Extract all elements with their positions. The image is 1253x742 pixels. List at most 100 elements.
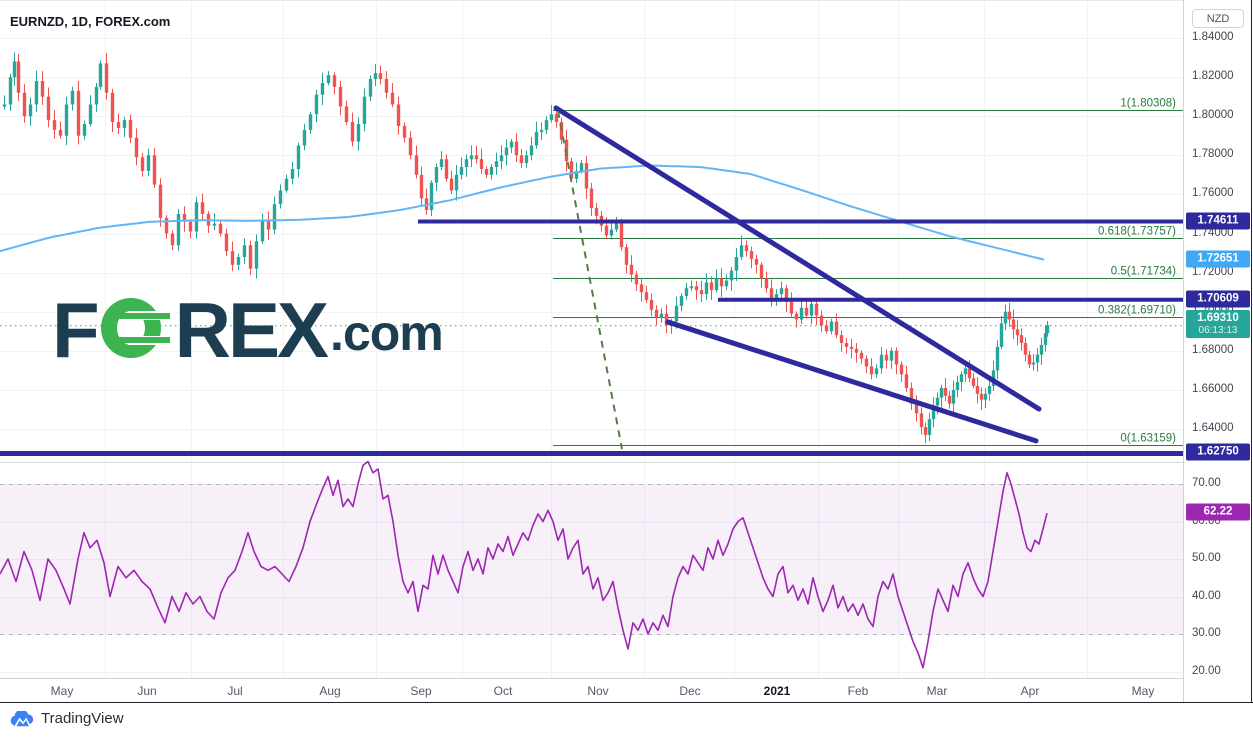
candle-body bbox=[619, 221, 624, 248]
candle-body bbox=[16, 61, 21, 93]
moving-average-price-plate[interactable]: 1.72651 bbox=[1186, 250, 1250, 268]
tradingview-attribution[interactable]: TradingView bbox=[10, 710, 124, 727]
time-axis-label: Dec bbox=[679, 684, 701, 698]
candle-body bbox=[947, 395, 952, 404]
candle-body bbox=[350, 122, 355, 142]
price-tick-label: 1.80000 bbox=[1192, 109, 1234, 122]
resistance-upper-price-plate[interactable]: 1.74611 bbox=[1186, 212, 1250, 230]
price-tick-label: 1.72000 bbox=[1192, 265, 1234, 278]
candle-body bbox=[332, 75, 337, 87]
candle-body bbox=[784, 288, 789, 302]
candle-body bbox=[284, 178, 289, 191]
descending-trendline[interactable] bbox=[665, 319, 1039, 444]
candle-body bbox=[963, 368, 968, 375]
candle-body bbox=[804, 307, 809, 316]
time-axis-label: Oct bbox=[493, 684, 513, 698]
candle-body bbox=[218, 223, 223, 234]
candle-body bbox=[40, 81, 45, 97]
candle-body bbox=[579, 163, 584, 171]
time-axis-label: Jun bbox=[137, 684, 157, 698]
price-axis[interactable]: NZD 1.84000 1.82000 1.80000 1.78000 1.76000 1… bbox=[1183, 0, 1253, 702]
candle-body bbox=[1015, 329, 1020, 336]
candle-body bbox=[684, 288, 689, 297]
candle-body bbox=[864, 358, 869, 367]
candle-body bbox=[849, 346, 854, 349]
candle-body bbox=[509, 141, 514, 148]
fib-level-label: 1(1.80308) bbox=[1120, 98, 1176, 110]
candle-body bbox=[52, 120, 57, 130]
rsi-line[interactable] bbox=[0, 460, 1048, 669]
candle-body bbox=[939, 387, 944, 398]
price-tick-label: 1.66000 bbox=[1192, 382, 1234, 395]
price-tick-label: 1.78000 bbox=[1192, 148, 1234, 161]
rsi-tick-label: 50.00 bbox=[1192, 552, 1221, 564]
time-axis-label: May bbox=[50, 684, 74, 698]
candle-body bbox=[589, 188, 594, 209]
candle-body bbox=[362, 96, 367, 125]
candle-body bbox=[64, 104, 69, 136]
candle-body bbox=[574, 170, 579, 179]
candle-body bbox=[378, 73, 383, 80]
candle-body bbox=[734, 256, 739, 271]
candle-body bbox=[110, 92, 115, 123]
trend-lines[interactable] bbox=[553, 105, 1042, 444]
candle-body bbox=[444, 159, 449, 179]
time-axis[interactable]: May Jun Jul Aug Sep Oct Nov Dec 2021 Feb Mar Apr May bbox=[0, 678, 1183, 703]
currency-badge[interactable]: NZD bbox=[1192, 9, 1244, 28]
chart-canvas[interactable]: 1(1.80308) 0.618(1.73757) 0.5(1.71734) 0.38… bbox=[0, 0, 1183, 679]
chart-frame-right-border bbox=[1251, 0, 1252, 703]
candle-body bbox=[609, 229, 614, 236]
dashed-projection-line[interactable] bbox=[557, 110, 623, 450]
candle-body bbox=[514, 141, 519, 156]
candle-body bbox=[1043, 333, 1048, 345]
candle-body bbox=[709, 282, 714, 291]
candle-body bbox=[499, 155, 504, 162]
candle-body bbox=[879, 354, 884, 369]
support-lower-price-plate[interactable]: 1.62750 bbox=[1186, 443, 1250, 461]
candle-body bbox=[356, 124, 361, 142]
candle-body bbox=[439, 159, 444, 168]
descending-trendline[interactable] bbox=[553, 105, 1042, 412]
candle-body bbox=[699, 290, 704, 295]
candle-body bbox=[844, 342, 849, 347]
candle-body bbox=[1045, 325, 1050, 334]
candle-body bbox=[326, 75, 331, 83]
symbol-title[interactable]: EURNZD, 1D, FOREX.com bbox=[10, 14, 171, 29]
countdown-timer: 06:13:13 bbox=[1198, 325, 1238, 337]
candle-body bbox=[789, 301, 794, 314]
time-axis-label: Mar bbox=[926, 684, 948, 698]
rsi-value-plate[interactable]: 62.22 bbox=[1186, 503, 1250, 521]
candle-body bbox=[975, 385, 980, 394]
candle-body bbox=[414, 155, 419, 175]
candle-body bbox=[469, 155, 474, 160]
candle-body bbox=[429, 182, 434, 211]
moving-average-line[interactable] bbox=[0, 164, 1045, 261]
resistance-mid-price-plate[interactable]: 1.70609 bbox=[1186, 290, 1250, 308]
time-axis-label: Jul bbox=[227, 684, 243, 698]
last-price-price-plate[interactable]: 1.69310 06:13:13 bbox=[1186, 310, 1250, 339]
chart-panes[interactable]: 1(1.80308) 0.618(1.73757) 0.5(1.71734) 0.38… bbox=[0, 1, 1183, 679]
candle-body bbox=[1031, 362, 1036, 365]
candle-body bbox=[694, 286, 699, 291]
rsi-band bbox=[0, 484, 1183, 635]
candle-body bbox=[146, 155, 151, 171]
candle-body bbox=[739, 245, 744, 257]
candle-body bbox=[454, 174, 459, 191]
candle-body bbox=[170, 233, 175, 246]
candle-body bbox=[1007, 311, 1012, 320]
time-axis-label: Apr bbox=[1020, 684, 1040, 698]
candle-body bbox=[224, 233, 229, 252]
horizontal-level-lines[interactable] bbox=[0, 219, 1183, 456]
candle-body bbox=[931, 405, 936, 420]
candle-body bbox=[704, 282, 709, 295]
candle-body bbox=[987, 385, 992, 394]
candle-body bbox=[2, 104, 7, 107]
candle-body bbox=[158, 184, 163, 218]
candle-body bbox=[449, 178, 454, 191]
candle-body bbox=[176, 213, 181, 246]
fib-retracement[interactable]: 1(1.80308) 0.618(1.73757) 0.5(1.71734) 0.38… bbox=[553, 98, 1183, 446]
candle-body bbox=[34, 81, 39, 105]
time-axis-label: Nov bbox=[587, 684, 609, 698]
candle-body bbox=[254, 241, 259, 269]
candle-body bbox=[524, 155, 529, 164]
